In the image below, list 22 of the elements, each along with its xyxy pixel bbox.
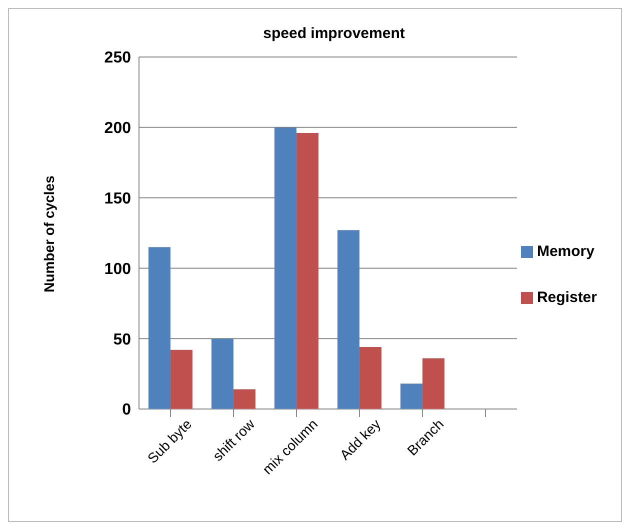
- bar: [233, 389, 256, 409]
- x-tick-label: Sub byte: [144, 416, 195, 466]
- y-tick-label: 50: [113, 331, 132, 348]
- y-axis-title: Number of cycles: [41, 174, 57, 294]
- y-tick-label: 200: [104, 120, 132, 138]
- bar: [211, 338, 234, 409]
- bar: [170, 350, 192, 409]
- bar: [400, 384, 422, 409]
- bar: [296, 133, 318, 409]
- bar: [274, 127, 296, 409]
- chart-title: speed improvement: [262, 25, 406, 42]
- y-tick-label: 250: [104, 50, 132, 67]
- bar: [148, 247, 170, 409]
- y-tick-label: 150: [104, 190, 132, 208]
- bar: [359, 347, 382, 409]
- x-tick-label: shift row: [209, 415, 258, 464]
- bar: [422, 358, 444, 409]
- bar: [337, 230, 360, 409]
- y-tick-label: 0: [122, 402, 132, 419]
- legend-label: Register: [536, 289, 597, 306]
- legend-label: Memory: [536, 243, 594, 260]
- y-tick-label: 100: [104, 260, 132, 278]
